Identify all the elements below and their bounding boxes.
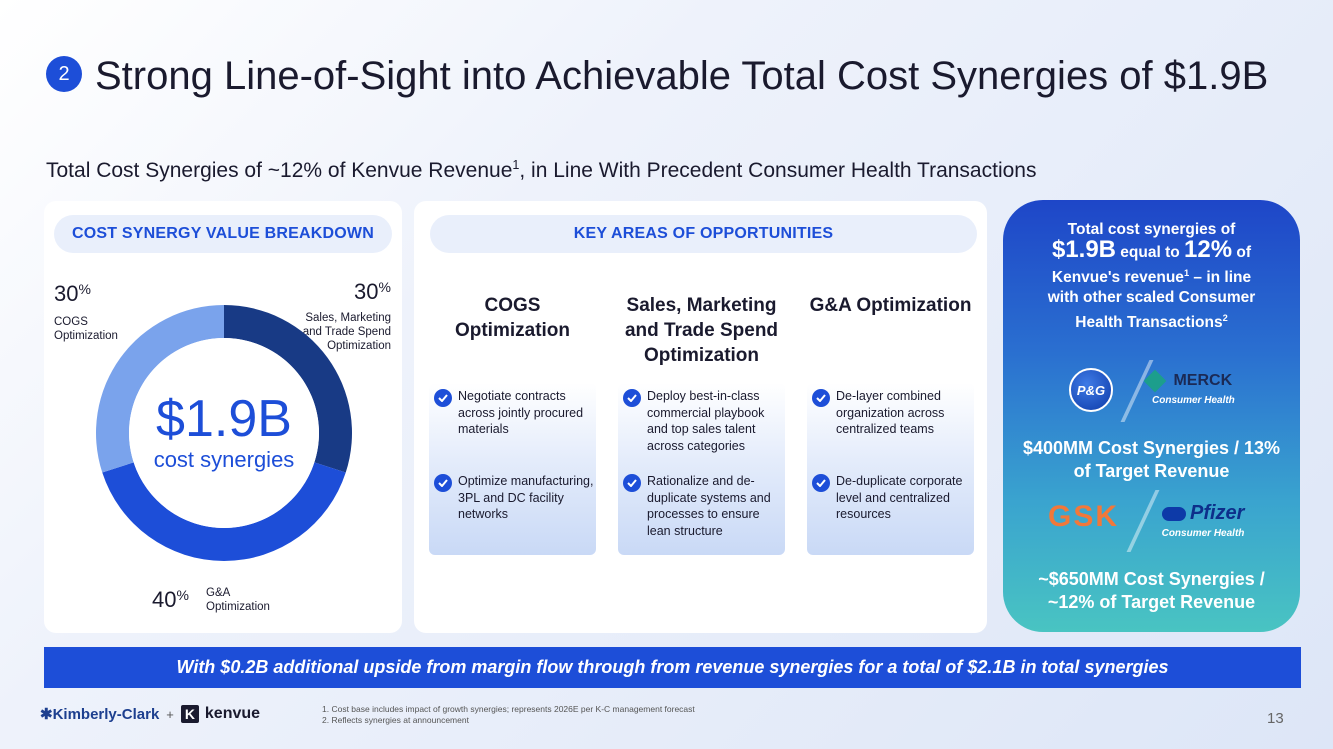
- checkmark-icon: [434, 389, 452, 407]
- column-title: Sales, Marketing and Trade Spend Optimiz…: [624, 295, 779, 366]
- list-item: De-duplicate corporate level and central…: [812, 473, 972, 523]
- opportunity-column-ga: G&A Optimization De-layer combined organ…: [807, 293, 974, 555]
- list-item: Negotiate contracts across jointly procu…: [434, 388, 594, 438]
- checkmark-icon: [623, 389, 641, 407]
- footnotes: 1. Cost base includes impact of growth s…: [322, 704, 695, 726]
- ga-label: G&A Optimization: [206, 587, 270, 613]
- column-title: COGS Optimization: [454, 295, 571, 341]
- page-subtitle: Total Cost Synergies of ~12% of Kenvue R…: [46, 158, 1037, 182]
- opportunities-heading: KEY AREAS OF OPPORTUNITIES: [430, 215, 977, 253]
- opportunity-column-cogs: COGS Optimization Negotiate contracts ac…: [429, 293, 596, 555]
- plus-sign: +: [166, 706, 174, 722]
- sales-label: Sales, Marketing and Trade Spend Optimiz…: [302, 312, 391, 352]
- kenvue-k-icon: K: [180, 705, 199, 723]
- gsk-logo: GSK: [1048, 500, 1120, 533]
- footnote-1: 1. Cost base includes impact of growth s…: [322, 704, 695, 714]
- sales-percent: 30%: [354, 279, 391, 304]
- page-title: Strong Line-of-Sight into Achievable Tot…: [95, 54, 1269, 98]
- asterisk-icon: ✱: [40, 706, 53, 723]
- donut-hole: [129, 338, 319, 528]
- pg-logo: P&G: [1069, 368, 1113, 412]
- deal2-logos: GSK Pfizer Consumer Health: [1003, 490, 1300, 552]
- kenvue-logo: kenvue: [204, 705, 261, 722]
- opportunity-column-sales: Sales, Marketing and Trade Spend Optimiz…: [618, 293, 785, 555]
- donut-slice-cogs: [95, 305, 224, 473]
- precedents-summary: Total cost synergies of $1.9B equal to 1…: [1047, 221, 1256, 332]
- list-item: Optimize manufacturing, 3PL and DC facil…: [434, 473, 594, 523]
- column-bullets-box: Deploy best-in-class commercial playbook…: [618, 383, 785, 555]
- checkmark-icon: [434, 474, 452, 492]
- donut-slice-sales: [224, 305, 352, 473]
- pfizer-logo: Pfizer Consumer Health: [1161, 502, 1245, 539]
- breakdown-heading: COST SYNERGY VALUE BREAKDOWN: [54, 215, 392, 253]
- opportunities-card: KEY AREAS OF OPPORTUNITIES COGS Optimiza…: [414, 201, 987, 633]
- list-item: Rationalize and de-duplicate systems and…: [623, 473, 783, 539]
- upside-banner: With $0.2B additional upside from margin…: [44, 647, 1301, 688]
- checkmark-icon: [812, 389, 830, 407]
- list-item: Deploy best-in-class commercial playbook…: [623, 388, 783, 454]
- footnote-2: 2. Reflects synergies at announcement: [322, 715, 469, 725]
- column-bullets-box: Negotiate contracts across jointly procu…: [429, 383, 596, 555]
- donut-center: $1.9B cost synergies: [124, 391, 324, 473]
- column-title: G&A Optimization: [809, 295, 972, 316]
- pfizer-pill-icon: [1161, 506, 1186, 521]
- list-item: De-layer combined organization across ce…: [812, 388, 972, 438]
- page-number: 13: [1267, 710, 1284, 727]
- precedent-transactions-card: Total cost synergies of $1.9B equal to 1…: [1003, 200, 1300, 632]
- column-bullets-box: De-layer combined organization across ce…: [807, 383, 974, 555]
- merck-mark-icon: [1143, 369, 1167, 393]
- deal2-value: ~$650MM Cost Synergies / ~12% of Target …: [1038, 569, 1265, 612]
- cogs-percent: 30%: [54, 281, 91, 306]
- donut-center-label: cost synergies: [153, 447, 295, 472]
- kimberly-clark-logo: ✱Kimberly-Clark: [40, 706, 160, 723]
- deal1-value: $400MM Cost Synergies / 13% of Target Re…: [1022, 438, 1281, 481]
- footer-brands: ✱Kimberly-Clark + K kenvue: [40, 705, 260, 723]
- merck-logo: MERCK Consumer Health: [1143, 369, 1257, 406]
- ga-percent: 40%: [152, 587, 189, 612]
- section-number-badge: 2: [46, 56, 82, 92]
- donut-slice-ga: [102, 462, 346, 561]
- cogs-label: COGS Optimization: [54, 316, 118, 342]
- deal1-logos: P&G MERCK Consumer Health: [1003, 360, 1300, 422]
- synergy-breakdown-card: COST SYNERGY VALUE BREAKDOWN 30% COGS Op…: [44, 201, 402, 633]
- donut-center-value: $1.9B: [156, 390, 292, 448]
- checkmark-icon: [812, 474, 830, 492]
- checkmark-icon: [623, 474, 641, 492]
- synergy-donut-chart: [95, 305, 352, 561]
